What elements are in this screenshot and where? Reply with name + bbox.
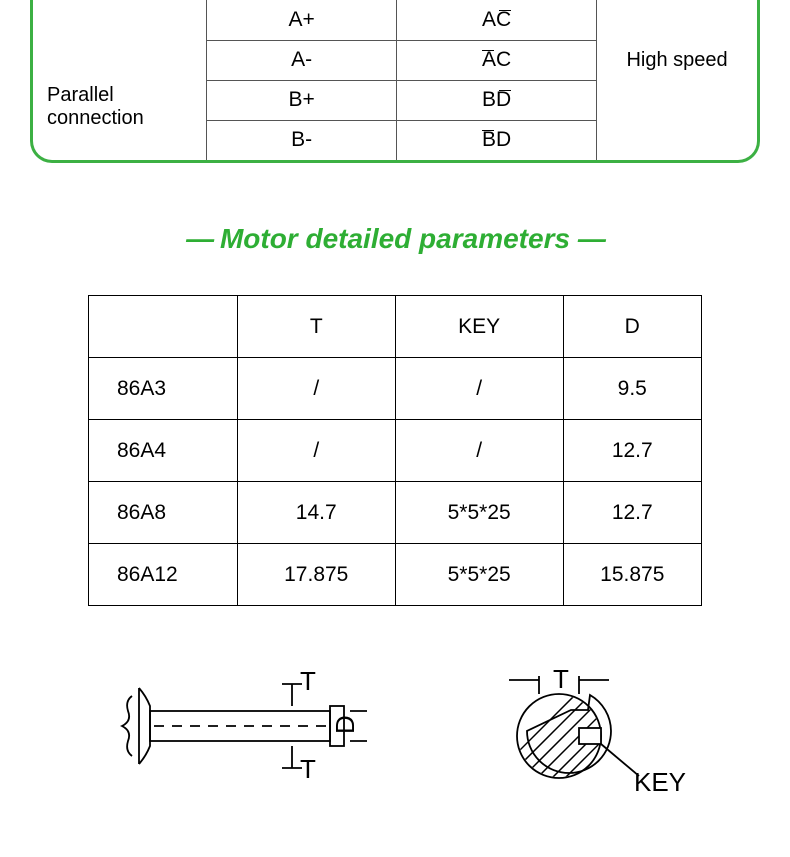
cell-d: 15.875 <box>563 544 701 606</box>
cell-left: A- <box>207 40 397 80</box>
cell-key: 5*5*25 <box>395 544 563 606</box>
shaft-diagram: T T D <box>92 666 392 796</box>
shaft-label-t-top: T <box>300 666 316 696</box>
table-row: 86A4 / / 12.7 <box>89 420 702 482</box>
cell-d: 12.7 <box>563 420 701 482</box>
header-t: T <box>237 296 395 358</box>
shaft-label-t-bot: T <box>300 754 316 784</box>
cell-d: 9.5 <box>563 358 701 420</box>
table-row: 86A8 14.7 5*5*25 12.7 <box>89 482 702 544</box>
cell-key: / <box>395 420 563 482</box>
cell-key: / <box>395 358 563 420</box>
cell-d: 12.7 <box>563 482 701 544</box>
header-blank <box>89 296 238 358</box>
connection-box: Parallelconnection A+ AC High speed A- A… <box>30 0 760 163</box>
title-dash-right: — <box>578 223 604 254</box>
cell-t: 17.875 <box>237 544 395 606</box>
params-table: T KEY D 86A3 / / 9.5 86A4 / / 12.7 86A8 … <box>88 295 702 606</box>
diagrams: T T D <box>28 666 762 796</box>
title-dash-left: — <box>186 223 212 254</box>
connection-note: High speed <box>597 0 757 160</box>
connection-label: Parallelconnection <box>33 0 207 160</box>
cell-right: BD <box>397 80 597 120</box>
cell-right: AC <box>397 0 597 40</box>
table-row: Parallelconnection A+ AC High speed <box>33 0 757 40</box>
key-diagram: T KEY <box>439 666 699 796</box>
table-header-row: T KEY D <box>89 296 702 358</box>
cell-left: A+ <box>207 0 397 40</box>
key-label-key: KEY <box>634 767 686 796</box>
table-row: 86A3 / / 9.5 <box>89 358 702 420</box>
cell-model: 86A12 <box>89 544 238 606</box>
section-title: — Motor detailed parameters — <box>28 223 762 255</box>
cell-model: 86A4 <box>89 420 238 482</box>
cell-right: AC <box>397 40 597 80</box>
cell-model: 86A8 <box>89 482 238 544</box>
cell-right: BD <box>397 120 597 160</box>
cell-key: 5*5*25 <box>395 482 563 544</box>
cell-t: 14.7 <box>237 482 395 544</box>
connection-note-text: High speed <box>626 49 727 71</box>
table-row: 86A12 17.875 5*5*25 15.875 <box>89 544 702 606</box>
key-label-t: T <box>553 666 569 694</box>
cell-t: / <box>237 420 395 482</box>
connection-label-text: Parallelconnection <box>47 84 144 129</box>
section-title-text: Motor detailed parameters <box>220 223 570 254</box>
header-d: D <box>563 296 701 358</box>
cell-left: B+ <box>207 80 397 120</box>
shaft-label-d: D <box>330 715 360 734</box>
cell-model: 86A3 <box>89 358 238 420</box>
header-key: KEY <box>395 296 563 358</box>
cell-left: B- <box>207 120 397 160</box>
cell-t: / <box>237 358 395 420</box>
connection-table: Parallelconnection A+ AC High speed A- A… <box>33 0 757 160</box>
